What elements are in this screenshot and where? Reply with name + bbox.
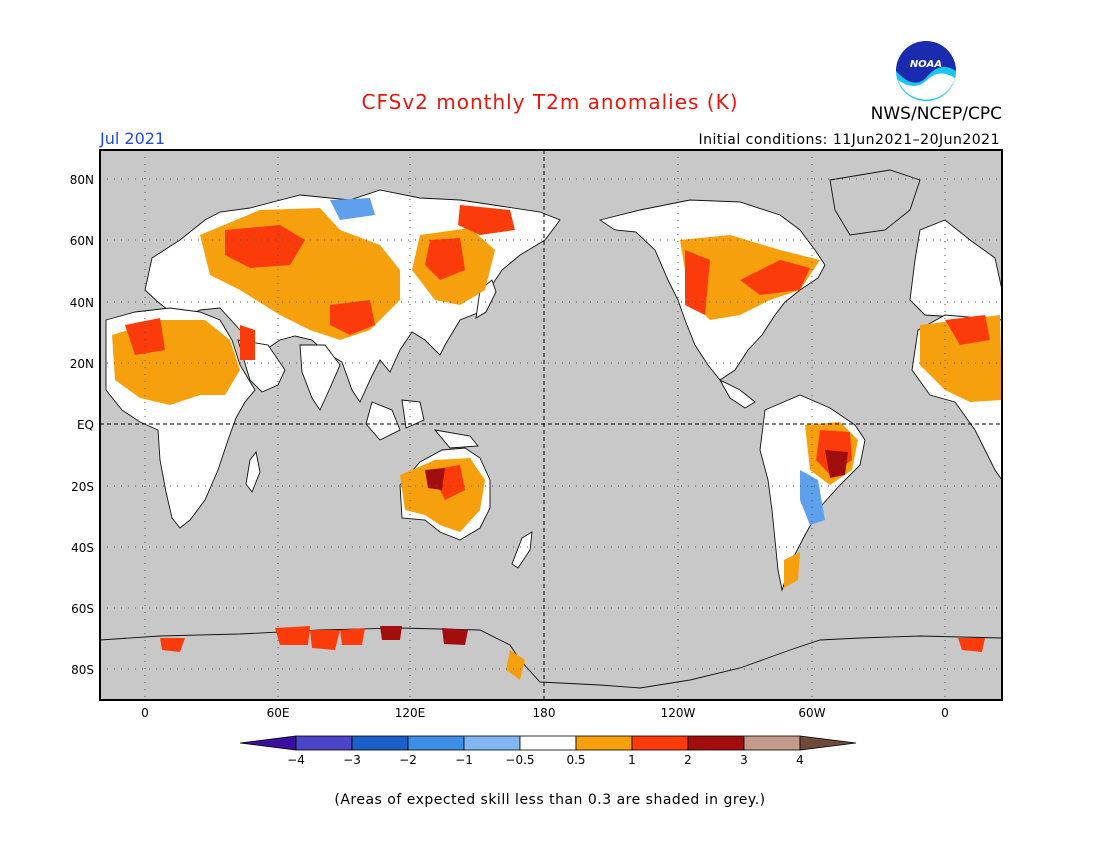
x-tick-label: 180 [533,706,556,720]
colorbar-swatch [239,735,297,751]
colorbar-swatch [519,735,577,751]
anomaly-map: 80N 60N 40N 20N EQ 20S 40S 60S 80S 0 60E… [70,149,1003,720]
map-frame [99,149,1003,701]
colorbar-tick-label: 1 [628,753,636,767]
skill-footnote: (Areas of expected skill less than 0.3 a… [334,792,766,808]
y-tick-label: 60S [71,602,94,616]
colorbar-tick-label: −0.5 [505,753,534,767]
x-tick-label: 120E [395,706,426,720]
chart-title: CFSv2 monthly T2m anomalies (K) [361,90,739,114]
colorbar-tick-label: 2 [684,753,692,767]
x-tick-label: 0 [141,706,149,720]
colorbar-swatch [743,735,801,751]
colorbar-swatch [575,735,633,751]
colorbar-swatch [351,735,409,751]
y-tick-label: EQ [77,418,94,432]
colorbar: −4 −3 −2 −1 −0.5 0.5 1 2 3 4 [239,735,857,767]
initial-conditions-label: Initial conditions: 11Jun2021–20Jun2021 [698,132,1000,148]
y-tick-label: 80N [70,173,94,187]
noaa-logo: NOAA [896,41,956,101]
valid-month-label: Jul 2021 [100,129,166,148]
colorbar-swatch [799,735,857,751]
x-tick-label: 0 [941,706,949,720]
x-tick-label: 60W [798,706,825,720]
y-axis-labels: 80N 60N 40N 20N EQ 20S 40S 60S 80S [70,173,94,677]
y-tick-label: 40N [70,296,94,310]
x-tick-label: 60E [267,706,290,720]
colorbar-tick-label: −2 [399,753,417,767]
colorbar-swatch [687,735,745,751]
y-tick-label: 80S [71,663,94,677]
colorbar-tick-label: 3 [740,753,748,767]
y-tick-label: 40S [71,541,94,555]
anomaly-shading [112,198,1002,680]
organization-label: NWS/NCEP/CPC [870,104,1002,124]
x-tick-label: 120W [661,706,696,720]
map-gridlines [100,150,1002,700]
colorbar-tick-label: 4 [796,753,804,767]
colorbar-tick-label: −1 [455,753,473,767]
y-tick-label: 20N [70,357,94,371]
x-axis-labels: 0 60E 120E 180 120W 60W 0 [141,706,949,720]
colorbar-tick-label: 0.5 [566,753,585,767]
colorbar-swatch [463,735,521,751]
colorbar-tick-label: −4 [287,753,305,767]
y-tick-label: 60N [70,234,94,248]
colorbar-tick-label: −3 [343,753,361,767]
colorbar-swatch [407,735,465,751]
logo-text: NOAA [910,59,942,70]
y-tick-label: 20S [71,480,94,494]
colorbar-swatch [295,735,353,751]
colorbar-swatch [631,735,689,751]
